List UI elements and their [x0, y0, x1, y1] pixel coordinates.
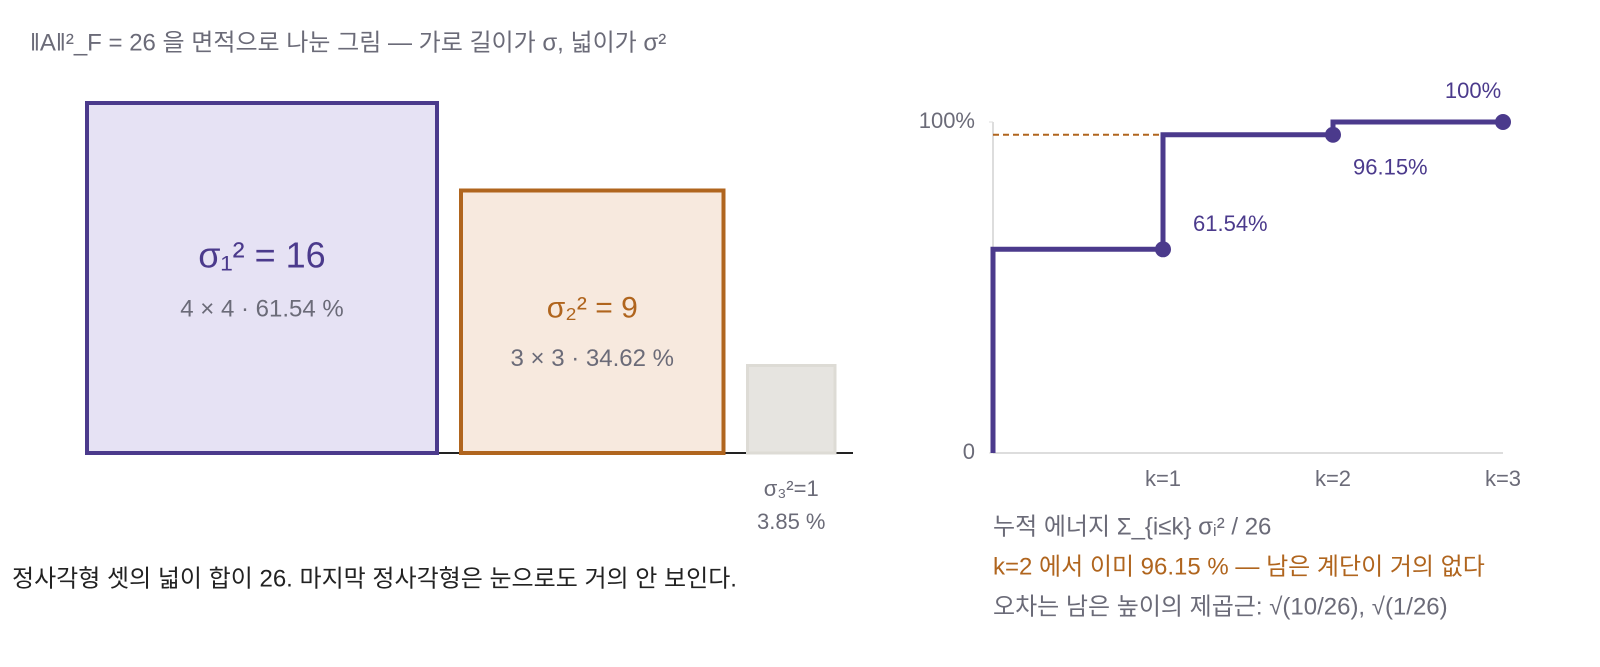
- step-line: [990, 119, 1503, 453]
- square-detail: 3.85 %: [757, 509, 826, 534]
- value-label: 61.54%: [1193, 211, 1268, 236]
- caption: 정사각형 셋의 넓이 합이 26. 마지막 정사각형은 눈으로도 거의 안 보인…: [12, 565, 737, 592]
- title: ‖A‖²_F = 26 을 면적으로 나눈 그림 — 가로 길이가 σ, 넓이가…: [30, 29, 666, 56]
- x-tick-label: k=3: [1485, 466, 1521, 491]
- square: [459, 188, 726, 455]
- y-tick-label: 0: [963, 439, 975, 464]
- square-detail: 3 × 3 · 34.62 %: [511, 345, 674, 372]
- x-tick-label: k=2: [1315, 466, 1351, 491]
- square: [746, 364, 837, 455]
- step-point: [1325, 126, 1341, 143]
- note: k=2 에서 이미 96.15 % — 남은 계단이 거의 없다: [993, 553, 1485, 580]
- value-label: 96.15%: [1353, 155, 1428, 180]
- y-tick-label: 100%: [919, 108, 975, 133]
- square-label: σ₃²=1: [764, 476, 819, 501]
- square-label: σ₁² = 16: [198, 235, 325, 276]
- x-tick-label: k=1: [1145, 466, 1181, 491]
- note: 누적 에너지 Σ_{i≤k} σᵢ² / 26: [993, 513, 1271, 540]
- note: 오차는 남은 높이의 제곱근: √(10/26), √(1/26): [993, 593, 1448, 620]
- value-label: 100%: [1445, 78, 1501, 103]
- square-detail: 4 × 4 · 61.54 %: [180, 295, 343, 322]
- square-label: σ₂² = 9: [547, 292, 638, 325]
- step-point: [1155, 241, 1171, 258]
- square: [85, 101, 439, 455]
- step-point: [1495, 114, 1511, 130]
